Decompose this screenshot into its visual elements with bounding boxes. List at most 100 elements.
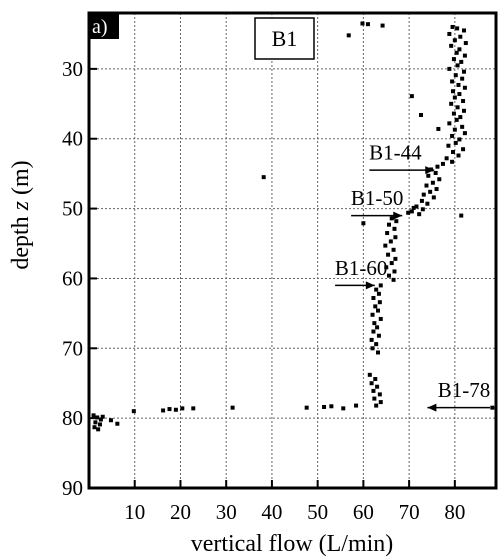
data-point bbox=[371, 388, 376, 393]
data-point bbox=[450, 24, 455, 29]
data-point bbox=[425, 201, 430, 206]
data-point bbox=[394, 219, 399, 224]
y-tick-label: 50 bbox=[62, 197, 83, 221]
annotation-arrow-head bbox=[365, 281, 375, 290]
data-point bbox=[393, 235, 398, 240]
data-point bbox=[437, 177, 442, 182]
data-point bbox=[108, 418, 113, 423]
annotations: B1-44 B1-50 B1-60 B1-78 bbox=[335, 141, 490, 412]
data-point bbox=[451, 150, 456, 155]
data-point bbox=[373, 304, 378, 309]
data-point bbox=[414, 204, 419, 209]
data-point bbox=[376, 350, 381, 355]
data-point bbox=[392, 226, 397, 231]
data-point bbox=[261, 175, 266, 180]
data-point bbox=[388, 239, 393, 244]
chart-title: B1 bbox=[272, 26, 298, 51]
data-point bbox=[386, 222, 391, 227]
data-point bbox=[452, 38, 457, 43]
y-tick-label: 80 bbox=[62, 406, 83, 430]
data-point bbox=[460, 124, 465, 129]
data-point bbox=[360, 21, 365, 26]
data-point bbox=[456, 82, 461, 87]
data-point bbox=[447, 31, 452, 36]
data-point bbox=[453, 73, 458, 78]
data-point bbox=[373, 377, 378, 382]
data-point bbox=[392, 269, 397, 274]
data-point bbox=[417, 212, 422, 217]
data-point bbox=[377, 300, 382, 305]
data-point bbox=[92, 425, 97, 430]
data-point bbox=[361, 221, 366, 226]
data-point bbox=[375, 384, 380, 389]
data-point bbox=[428, 189, 433, 194]
data-point bbox=[304, 405, 309, 410]
y-axis-title-suffix: (m) bbox=[8, 160, 34, 201]
data-point bbox=[455, 105, 460, 110]
data-point bbox=[322, 404, 327, 409]
data-point bbox=[462, 131, 467, 136]
data-point bbox=[365, 22, 370, 27]
data-point bbox=[436, 126, 441, 131]
y-tick-label: 30 bbox=[62, 57, 83, 81]
data-point bbox=[161, 408, 166, 413]
data-point bbox=[131, 409, 136, 414]
data-point bbox=[370, 346, 375, 351]
data-point bbox=[490, 405, 495, 410]
y-axis-title-prefix: depth bbox=[8, 210, 34, 269]
data-point bbox=[460, 76, 465, 81]
data-point bbox=[419, 112, 424, 117]
data-point bbox=[372, 396, 377, 401]
data-point bbox=[100, 414, 105, 419]
data-point bbox=[447, 121, 452, 126]
annotation-arrow-head bbox=[425, 166, 435, 175]
y-tick-label: 60 bbox=[62, 266, 83, 290]
data-point bbox=[461, 99, 466, 104]
data-point bbox=[378, 283, 383, 288]
data-point bbox=[386, 273, 391, 278]
data-point bbox=[380, 23, 385, 28]
data-point bbox=[449, 43, 454, 48]
data-point bbox=[452, 95, 457, 100]
data-point bbox=[375, 325, 380, 330]
data-point bbox=[457, 47, 462, 52]
data-point bbox=[367, 372, 372, 377]
data-point bbox=[376, 291, 381, 296]
data-point bbox=[433, 170, 438, 175]
data-point bbox=[393, 256, 398, 261]
annotation-arrow-head bbox=[427, 403, 437, 412]
data-point bbox=[462, 53, 467, 58]
data-point bbox=[93, 420, 98, 425]
data-point bbox=[391, 247, 396, 252]
data-points bbox=[91, 21, 495, 432]
data-point bbox=[454, 117, 459, 122]
data-point bbox=[354, 403, 359, 408]
annotation-label: B1-44 bbox=[369, 141, 422, 165]
y-tick-label: 70 bbox=[62, 336, 83, 360]
data-point bbox=[452, 127, 457, 132]
data-point bbox=[462, 85, 467, 90]
data-point bbox=[457, 137, 462, 142]
panel-label-background bbox=[89, 13, 119, 39]
data-point bbox=[329, 404, 334, 409]
data-point bbox=[431, 195, 436, 200]
data-point bbox=[389, 261, 394, 266]
data-point bbox=[406, 210, 411, 215]
data-point bbox=[421, 192, 426, 197]
data-point bbox=[435, 164, 440, 169]
x-tick-label: 40 bbox=[261, 500, 282, 524]
data-point bbox=[450, 79, 455, 84]
data-point bbox=[451, 89, 456, 94]
data-point bbox=[386, 252, 391, 257]
data-point bbox=[434, 187, 439, 192]
data-point bbox=[389, 216, 394, 221]
data-point bbox=[458, 34, 463, 39]
data-point bbox=[378, 400, 383, 405]
data-point bbox=[451, 57, 456, 62]
y-axis-title: depth z (m) bbox=[8, 160, 34, 269]
data-point bbox=[385, 231, 390, 236]
data-point bbox=[446, 143, 451, 148]
data-point bbox=[167, 407, 172, 412]
y-tick-label: 90 bbox=[62, 476, 83, 500]
data-point bbox=[458, 115, 463, 120]
